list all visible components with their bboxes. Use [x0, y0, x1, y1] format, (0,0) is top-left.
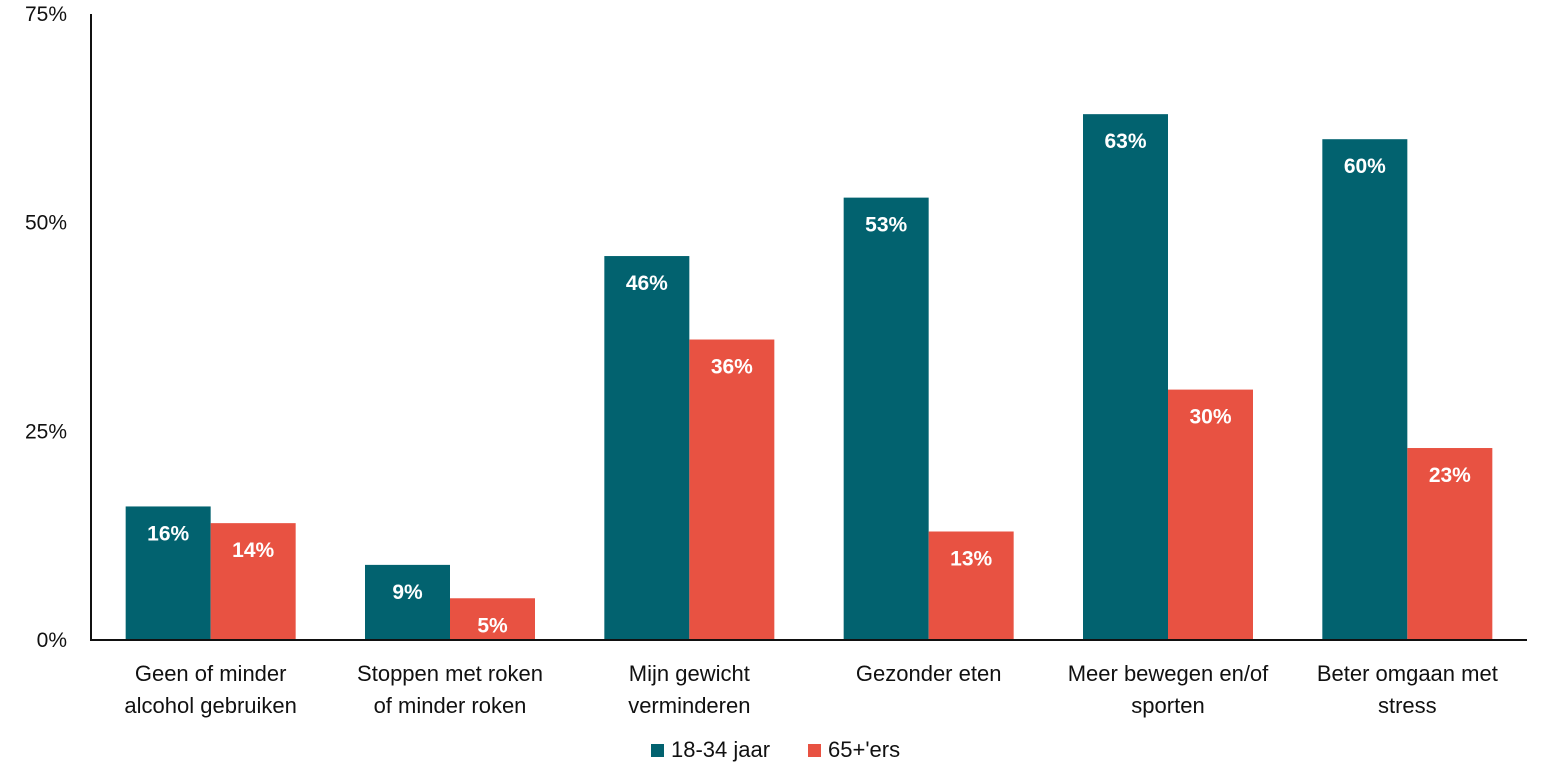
legend-swatch — [651, 744, 664, 757]
x-category-label: of minder roken — [374, 693, 527, 718]
y-tick-label: 75% — [25, 3, 67, 26]
data-label: 63% — [1104, 130, 1146, 153]
bar-series-2 — [689, 339, 775, 640]
bar-series-1 — [365, 564, 450, 640]
bar-series-2 — [1407, 448, 1493, 640]
bar-series-1 — [125, 506, 211, 640]
x-category-label: verminderen — [628, 693, 750, 718]
bar-series-1 — [604, 256, 690, 640]
legend: 18-34 jaar 65+'ers — [651, 737, 900, 762]
data-label: 46% — [626, 272, 668, 295]
data-label: 53% — [865, 214, 907, 237]
x-category-label: alcohol gebruiken — [124, 693, 296, 718]
y-axis-ticks: 0% 25% 50% 75% — [25, 3, 67, 652]
x-category-label: Meer bewegen en/of — [1068, 661, 1269, 686]
y-tick-label: 0% — [37, 629, 67, 652]
data-label: 60% — [1344, 155, 1386, 178]
x-axis-category-labels: Geen of minder alcohol gebruiken Stoppen m… — [124, 661, 1497, 718]
data-label: 9% — [392, 581, 423, 604]
bar-series-2 — [928, 531, 1014, 640]
legend-label: 65+'ers — [828, 737, 900, 762]
data-label: 16% — [147, 522, 189, 545]
bar-series-1 — [1083, 114, 1168, 640]
data-label: 23% — [1429, 464, 1471, 487]
data-label: 14% — [232, 539, 274, 562]
data-label: 30% — [1189, 406, 1231, 429]
bar-series-2 — [210, 523, 296, 640]
x-category-label: Stoppen met roken — [357, 661, 543, 686]
bar-series-1 — [843, 197, 929, 641]
data-label: 36% — [711, 356, 753, 379]
legend-label: 18-34 jaar — [671, 737, 770, 762]
data-label: 13% — [950, 547, 992, 570]
data-label: 5% — [477, 614, 508, 637]
legend-swatch — [808, 744, 821, 757]
x-category-label: sporten — [1131, 693, 1204, 718]
x-category-label: Mijn gewicht — [629, 661, 750, 686]
data-labels: 16% 14% 9% 5% 46% 36% 53% 13% 63% 30% 60% 23% — [147, 130, 1471, 637]
bar-series-1 — [1322, 139, 1408, 640]
bar-series-2 — [1168, 389, 1253, 640]
bars — [125, 114, 1493, 641]
x-category-label: Beter omgaan met — [1317, 661, 1498, 686]
y-tick-label: 25% — [25, 420, 67, 443]
x-category-label: Gezonder eten — [856, 661, 1002, 686]
x-category-label: stress — [1378, 693, 1437, 718]
x-category-label: Geen of minder — [135, 661, 287, 686]
bar-series-2 — [450, 598, 535, 640]
y-tick-label: 50% — [25, 212, 67, 235]
